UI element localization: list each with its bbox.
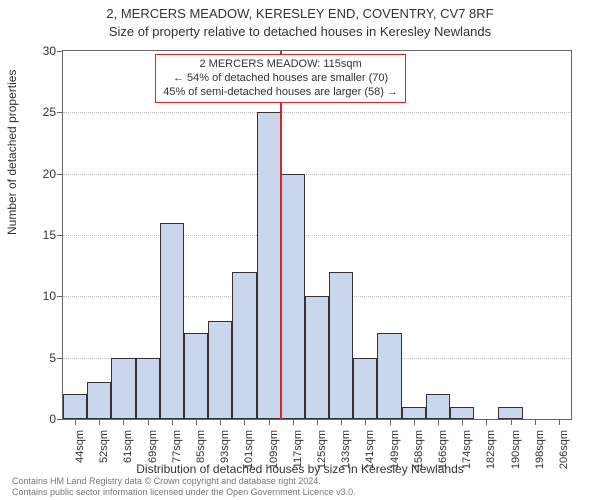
xtick-mark [462, 420, 463, 425]
ytick-label: 5 [16, 351, 56, 365]
bar [402, 407, 426, 419]
xtick-label: 158sqm [413, 430, 425, 485]
xtick-label: 141sqm [364, 430, 376, 485]
bar [305, 296, 329, 419]
xtick-label: 149sqm [389, 430, 401, 485]
xtick-label: 198sqm [534, 430, 546, 485]
bar [208, 321, 232, 419]
xtick-mark [535, 420, 536, 425]
bar [160, 223, 184, 419]
ytick-label: 15 [16, 228, 56, 242]
xtick-mark [414, 420, 415, 425]
xtick-mark [293, 420, 294, 425]
footer-line1: Contains HM Land Registry data © Crown c… [12, 476, 356, 486]
xtick-mark [172, 420, 173, 425]
xtick-mark [559, 420, 560, 425]
annotation-line1: 2 MERCERS MEADOW: 115sqm [163, 58, 398, 72]
xtick-mark [317, 420, 318, 425]
ytick-label: 10 [16, 289, 56, 303]
bar [184, 333, 208, 419]
xtick-mark [75, 420, 76, 425]
xtick-mark [269, 420, 270, 425]
bar [87, 382, 111, 419]
xtick-mark [341, 420, 342, 425]
xtick-mark [244, 420, 245, 425]
xtick-mark [220, 420, 221, 425]
xtick-mark [196, 420, 197, 425]
annotation-line2: ← 54% of detached houses are smaller (70… [163, 72, 398, 86]
xtick-mark [99, 420, 100, 425]
ytick-label: 30 [16, 44, 56, 58]
bar [377, 333, 401, 419]
xtick-mark [486, 420, 487, 425]
bar [257, 112, 281, 419]
chart-title-line1: 2, MERCERS MEADOW, KERESLEY END, COVENTR… [0, 6, 600, 21]
bar [329, 272, 353, 419]
bar [450, 407, 474, 419]
annotation-line3: 45% of semi-detached houses are larger (… [163, 86, 398, 100]
xtick-mark [148, 420, 149, 425]
footer-line2: Contains public sector information licen… [12, 487, 356, 497]
annotation-box: 2 MERCERS MEADOW: 115sqm ← 54% of detach… [155, 54, 406, 103]
xtick-label: 206sqm [558, 430, 570, 485]
bars-group [63, 51, 571, 419]
bar [136, 358, 160, 419]
chart-title-line2: Size of property relative to detached ho… [0, 24, 600, 39]
xtick-mark [365, 420, 366, 425]
bar [426, 394, 450, 419]
xtick-label: 166sqm [437, 430, 449, 485]
xtick-mark [390, 420, 391, 425]
y-axis-label: Number of detached properties [5, 70, 19, 235]
xtick-label: 174sqm [461, 430, 473, 485]
xtick-label: 190sqm [510, 430, 522, 485]
ytick-label: 25 [16, 105, 56, 119]
ytick-label: 20 [16, 167, 56, 181]
x-axis-label: Distribution of detached houses by size … [0, 462, 600, 476]
bar [111, 358, 135, 419]
chart-container: 2, MERCERS MEADOW, KERESLEY END, COVENTR… [0, 0, 600, 500]
xtick-mark [511, 420, 512, 425]
ytick-label: 0 [16, 412, 56, 426]
plot-area [62, 50, 572, 420]
bar [281, 174, 305, 419]
footer-attribution: Contains HM Land Registry data © Crown c… [12, 476, 356, 497]
bar [232, 272, 256, 419]
xtick-mark [123, 420, 124, 425]
xtick-mark [438, 420, 439, 425]
bar [353, 358, 377, 419]
bar [63, 394, 87, 419]
bar [498, 407, 522, 419]
xtick-label: 182sqm [485, 430, 497, 485]
